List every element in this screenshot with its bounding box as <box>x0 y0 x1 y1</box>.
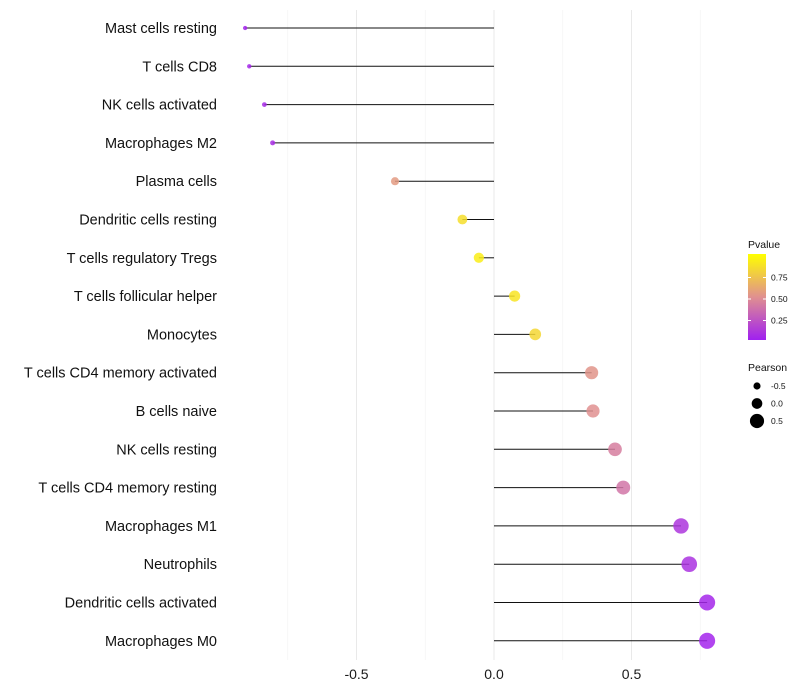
lollipop-dot <box>699 594 716 611</box>
category-label: T cells CD4 memory resting <box>38 481 217 497</box>
lollipop-dots <box>242 25 716 649</box>
size-legend: Pearson -0.5 0.0 0.5 <box>748 362 787 429</box>
size-legend-label: 0.5 <box>771 416 783 426</box>
x-tick-label: 0.5 <box>622 666 642 682</box>
category-label: NK cells activated <box>102 98 217 114</box>
lollipop-dot <box>247 64 252 69</box>
color-legend-bar <box>748 254 766 340</box>
category-label: Plasma cells <box>136 174 217 190</box>
category-label: Monocytes <box>147 327 217 343</box>
category-label: T cells regulatory Tregs <box>67 251 217 267</box>
lollipop-dot <box>457 214 468 225</box>
size-legend-dot <box>753 382 761 390</box>
category-label: T cells CD4 memory activated <box>24 366 217 382</box>
category-label: B cells naive <box>136 404 217 420</box>
lollipop-dot <box>616 480 631 495</box>
lollipop-dot <box>699 632 716 649</box>
category-label: Macrophages M1 <box>105 519 217 535</box>
color-legend-label: 0.50 <box>771 294 788 304</box>
grid-lines <box>287 10 701 660</box>
legend: Pvalue 0.75 0.50 0.25 Pearson -0.5 0.0 0.5 <box>748 239 788 429</box>
lollipop-dot <box>390 177 400 186</box>
lollipop-dot <box>586 404 600 418</box>
lollipop-dot <box>473 252 485 263</box>
color-legend-label: 0.25 <box>771 316 788 326</box>
lollipop-dot <box>270 140 276 146</box>
lollipop-dot <box>681 556 698 573</box>
size-legend-dot <box>749 413 765 429</box>
size-legend-title: Pearson <box>748 362 787 374</box>
size-legend-label: -0.5 <box>771 381 786 391</box>
category-label: NK cells resting <box>116 442 217 458</box>
category-label: T cells CD8 <box>142 59 217 75</box>
size-legend-dot <box>751 398 763 409</box>
x-axis-ticks: -0.5 0.0 0.5 <box>344 666 641 682</box>
lollipop-dot <box>242 25 248 31</box>
category-label: Dendritic cells activated <box>65 596 217 612</box>
lollipop-dot <box>509 290 521 302</box>
x-tick-label: 0.0 <box>484 666 504 682</box>
category-label: T cells follicular helper <box>74 289 217 305</box>
size-legend-label: 0.0 <box>771 399 783 409</box>
lollipop-dot <box>529 328 542 341</box>
color-legend-label: 0.75 <box>771 273 788 283</box>
lollipop-dot <box>673 518 689 534</box>
category-label: Dendritic cells resting <box>79 213 217 229</box>
color-legend: Pvalue 0.75 0.50 0.25 <box>748 239 788 340</box>
lollipop-stems <box>245 27 708 642</box>
category-label: Mast cells resting <box>105 21 217 37</box>
lollipop-dot <box>261 102 267 107</box>
color-legend-title: Pvalue <box>748 239 780 251</box>
category-label: Neutrophils <box>144 557 217 573</box>
lollipop-dot <box>608 442 622 457</box>
category-label: Macrophages M2 <box>105 136 217 152</box>
category-label: Macrophages M0 <box>105 634 217 650</box>
lollipop-dot <box>585 366 599 380</box>
y-axis-labels: Mast cells resting T cells CD8 NK cells ac… <box>24 21 217 650</box>
x-tick-label: -0.5 <box>344 666 368 682</box>
